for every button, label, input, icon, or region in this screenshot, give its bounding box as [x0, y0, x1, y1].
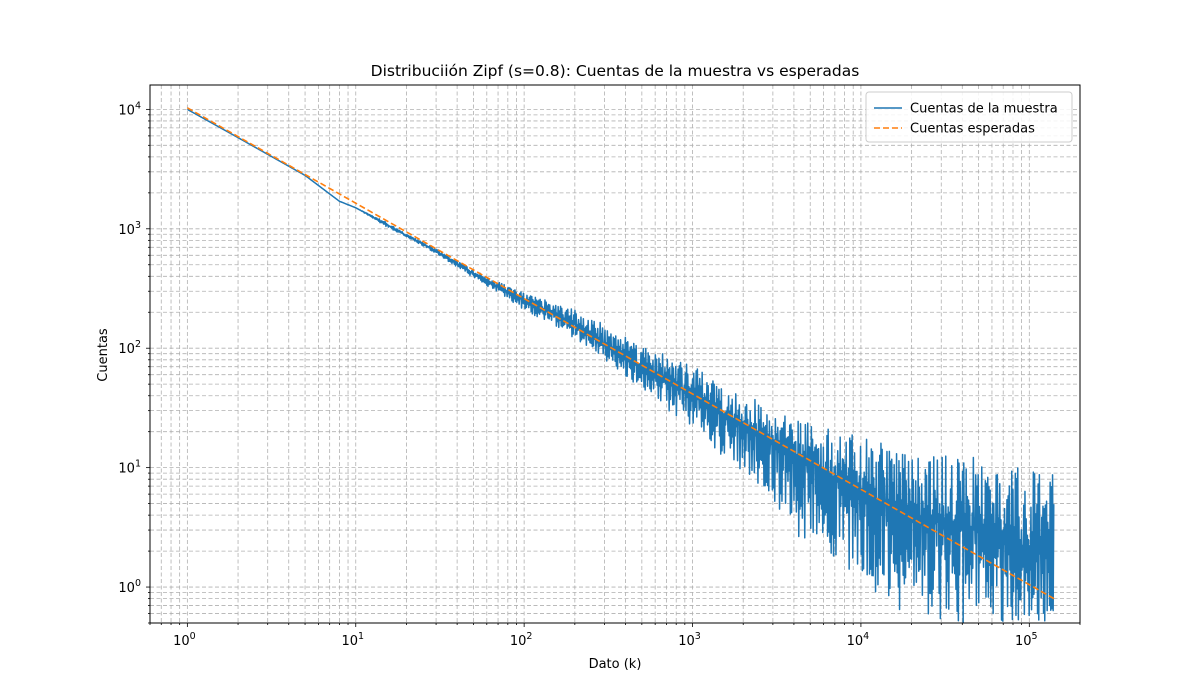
legend: Cuentas de la muestra Cuentas esperadas — [865, 91, 1073, 143]
x-tick-label-base: 10 — [341, 634, 358, 649]
x-tick-label-exponent: 4 — [863, 631, 869, 642]
x-tick-label-exponent: 1 — [358, 631, 364, 642]
y-tick-label-exponent: 4 — [135, 100, 141, 111]
x-tick-label: 105 — [1015, 631, 1038, 649]
x-tick-label-exponent: 5 — [1032, 631, 1038, 642]
y-tick-label-exponent: 3 — [135, 220, 141, 231]
x-tick-label-exponent: 0 — [190, 631, 196, 642]
y-tick-label-exponent: 0 — [135, 578, 141, 589]
legend-box — [865, 91, 1073, 143]
chart-title: Distribuciión Zipf (s=0.8): Cuentas de l… — [371, 62, 860, 80]
x-axis-label: Dato (k) — [589, 657, 642, 672]
y-tick-label: 102 — [118, 339, 141, 357]
tick-marks — [146, 108, 1081, 627]
y-tick-label-base: 10 — [118, 342, 135, 357]
x-tick-label: 103 — [678, 631, 701, 649]
y-tick-label-base: 10 — [118, 223, 135, 238]
y-tick-label: 100 — [118, 578, 141, 596]
x-tick-label-base: 10 — [1015, 634, 1032, 649]
x-tick-label-exponent: 3 — [695, 631, 701, 642]
x-tick-label: 101 — [341, 631, 364, 649]
x-tick-label: 100 — [173, 631, 196, 649]
y-tick-label-exponent: 1 — [135, 459, 141, 470]
x-tick-label: 104 — [847, 631, 870, 649]
y-tick-label: 101 — [118, 459, 141, 477]
series-sample-line — [186, 108, 1055, 623]
y-tick-label: 103 — [118, 220, 141, 238]
y-tick-label-base: 10 — [118, 103, 135, 118]
series-expected-line — [186, 107, 1055, 600]
x-tick-label-exponent: 2 — [526, 631, 532, 642]
data-layer — [186, 107, 1055, 623]
x-tick-label: 102 — [510, 631, 533, 649]
y-tick-label-base: 10 — [118, 462, 135, 477]
legend-label: Cuentas esperadas — [910, 122, 1035, 137]
y-tick-label-base: 10 — [118, 581, 135, 596]
x-tick-label-base: 10 — [678, 634, 695, 649]
legend-label: Cuentas de la muestra — [910, 102, 1058, 117]
y-tick-label-exponent: 2 — [135, 339, 141, 350]
x-tick-label-base: 10 — [847, 634, 864, 649]
x-tick-label-base: 10 — [173, 634, 190, 649]
y-tick-label: 104 — [118, 100, 141, 118]
x-tick-label-base: 10 — [510, 634, 527, 649]
y-axis-label: Cuentas — [96, 328, 111, 382]
